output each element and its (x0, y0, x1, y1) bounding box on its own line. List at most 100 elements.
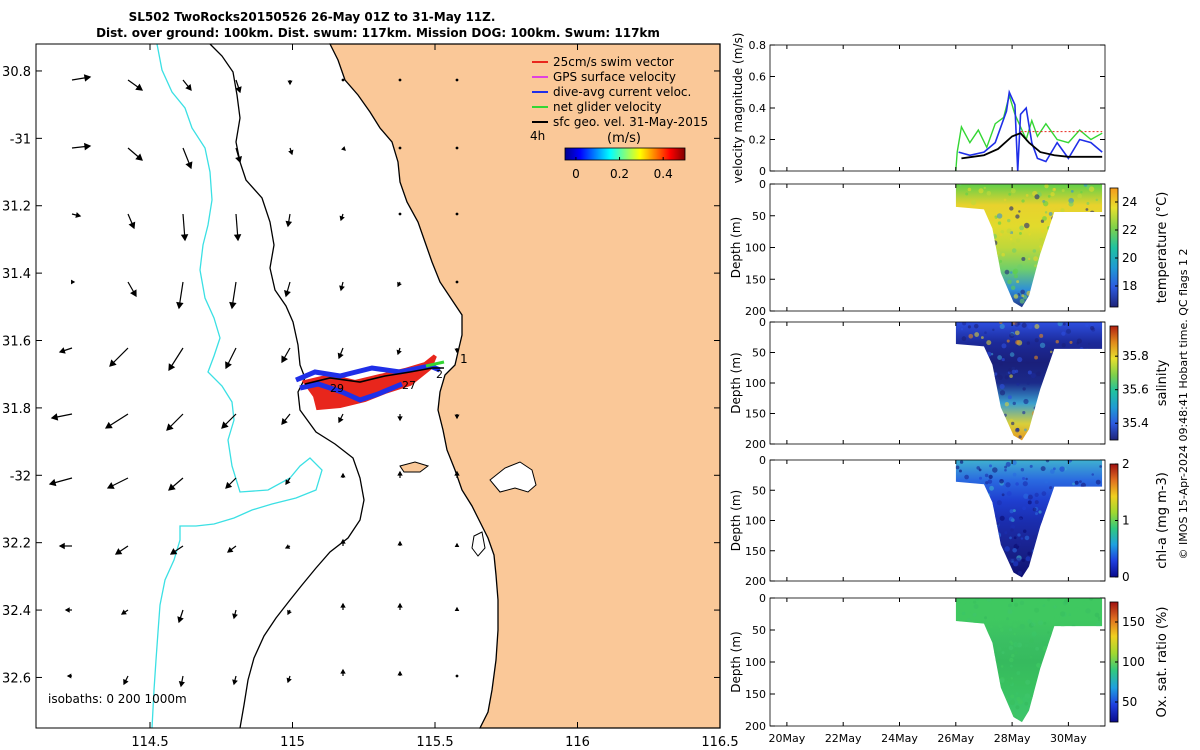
panel-y-tick-label: 50 (752, 624, 766, 637)
chart-subtitle: Dist. over ground: 100km. Dist. swum: 11… (96, 26, 660, 40)
map-y-tick-label: 32.4 (2, 604, 31, 619)
map-y-tick-label: 31.8 (2, 402, 31, 417)
map-y-tick-label: 32.2 (2, 537, 31, 552)
velocity-series-line (958, 89, 1103, 172)
colorbar-tick-label: 150 (1122, 615, 1145, 629)
map-y-tick-label: 31.6 (2, 335, 31, 350)
map-y-tick-label: -31 (10, 132, 31, 147)
map-x-tick-label: 115 (280, 735, 305, 750)
colorbar-tick-label: 35.4 (1122, 416, 1149, 430)
colorbar-label: Ox. sat. ratio (%) (1155, 607, 1170, 718)
panel-y-tick-label: 200 (745, 305, 766, 318)
map-colorbar: 0 0.2 0.4 (564, 147, 686, 181)
colorbar-tick-label: 22 (1122, 223, 1137, 237)
panel-y-axis-label: velocity magnitude (m/s) (731, 33, 745, 184)
map-y-axis: 30.8 -31 31.2 31.4 31.6 31.8 -32 32.2 32.4 32.6 (2, 65, 720, 686)
colorbar-tick-label: 1 (1122, 514, 1130, 528)
colorbar-tick-label: 20 (1122, 251, 1137, 265)
panel-y-tick-label: 100 (745, 377, 766, 390)
island-b (471, 531, 486, 557)
geostrophic-velocity-arrows (48, 74, 460, 688)
map-x-tick-label: 116 (565, 735, 590, 750)
colorbar-tick-label: 2 (1122, 457, 1130, 471)
legend-entry: net glider velocity (553, 100, 661, 114)
panel-y-tick-label: 0.2 (749, 134, 767, 147)
panel-y-tick-label: 150 (745, 688, 766, 701)
time-tick-label: 22May (825, 732, 862, 745)
panel-y-axis-label: Depth (m) (729, 631, 743, 692)
island-a (489, 461, 537, 493)
panel-y-axis-label: Depth (m) (729, 490, 743, 551)
isobaths-label: isobaths: 0 200 1000m (48, 692, 187, 706)
track-label-2: 2 (436, 368, 443, 381)
colorbar-tick-label: 50 (1122, 695, 1137, 709)
map-panel: 1 2 27 29 114.5 115 115.5 116 116.5 30.8-313… (2, 43, 739, 750)
colorbar-tick-label: 0.2 (610, 167, 629, 181)
map-x-tick-label: 116.5 (701, 735, 738, 750)
track-label-29: 29 (330, 382, 344, 395)
velocity-series-line (955, 92, 1103, 172)
time-tick-label: 30May (1050, 732, 1087, 745)
panel-y-axis-label: Depth (m) (729, 352, 743, 413)
panel-chla: 0 50 100 150 200 Depth (m) 2 1 0 chl-a (mg m-3) (729, 454, 1170, 588)
time-series-panels: 0 0.2 0.4 0.6 0.8 velocity magnitude (m/s) 0 50… (729, 33, 1170, 745)
panel-y-axis-label: Depth (m) (729, 217, 743, 278)
panel-y-tick-label: 0.6 (749, 71, 767, 84)
legend-entry: 25cm/s swim vector (553, 55, 674, 69)
colorbar-tick-label: 0.4 (654, 167, 673, 181)
colorbar-tick-label: 0 (1122, 570, 1130, 584)
map-y-tick-label: 32.6 (2, 671, 31, 686)
colorbar-label: chl-a (mg m-3) (1155, 472, 1170, 569)
panel-colorbar (1109, 187, 1119, 308)
map-x-axis: 114.5 115 115.5 116 116.5 (131, 44, 739, 750)
panel-y-tick-label: 50 (752, 484, 766, 497)
time-tick-label: 20May (769, 732, 806, 745)
copyright-note: © IMOS 15-Apr-2024 09:48:41 Hobart time.… (1177, 249, 1190, 560)
panel-y-tick-label: 100 (745, 242, 766, 255)
glider-track: 1 2 27 29 (295, 352, 468, 411)
panel-colorbar (1109, 325, 1119, 441)
colorbar-label: salinity (1155, 359, 1170, 406)
colorbar-label: temperature (°C) (1155, 192, 1170, 304)
panel-salinity: 0 50 100 150 200 Depth (m) 35.8 35.6 35.4 salinit… (729, 316, 1170, 451)
panel-y-tick-label: 50 (752, 210, 766, 223)
colorbar-tick-label: 0 (572, 167, 580, 181)
panel-y-tick-label: 200 (745, 438, 766, 451)
isobath-200m (151, 43, 323, 729)
time-tick-label: 24May (881, 732, 918, 745)
panel-velocity: 0 0.2 0.4 0.6 0.8 velocity magnitude (m/s) (731, 33, 1106, 184)
panel-temperature: 0 50 100 150 200 Depth (m) 24 22 20 18 temperature… (729, 178, 1170, 318)
panel-y-tick-label: 50 (752, 347, 766, 360)
legend-time-label: 4h (530, 129, 545, 143)
panel-y-tick-label: 0 (759, 592, 766, 605)
island-rottnest (399, 461, 430, 473)
velocity-series-line (961, 132, 1103, 160)
panel-y-tick-label: 0 (759, 165, 766, 178)
map-y-tick-label: 31.2 (2, 200, 31, 215)
track-label-27: 27 (402, 379, 416, 392)
time-tick-label: 28May (994, 732, 1031, 745)
panel-y-tick-label: 0 (759, 316, 766, 329)
panel-y-tick-label: 150 (745, 408, 766, 421)
panel-y-tick-label: 0.4 (749, 102, 767, 115)
map-y-tick-label: 31.4 (2, 267, 31, 282)
colorbar-tick-label: 100 (1122, 655, 1145, 669)
map-frame (35, 43, 721, 729)
panel-y-tick-label: 200 (745, 720, 766, 733)
chart-title: SL502 TwoRocks20150526 26-May 01Z to 31-… (129, 10, 496, 24)
time-tick-label: 26May (937, 732, 974, 745)
panel-y-tick-label: 150 (745, 545, 766, 558)
map-x-tick-label: 114.5 (131, 735, 168, 750)
track-label-1: 1 (460, 352, 468, 366)
panel-y-tick-label: 0.8 (749, 39, 767, 52)
colorbar-tick-label: 35.8 (1122, 349, 1149, 363)
colorbar-tick-label: 24 (1122, 195, 1137, 209)
panel-y-tick-label: 0 (759, 454, 766, 467)
map-y-tick-label: 30.8 (2, 65, 31, 80)
colorbar-label: (m/s) (607, 131, 641, 146)
panel-y-tick-label: 150 (745, 273, 766, 286)
legend-entry: dive-avg current veloc. (553, 85, 691, 99)
